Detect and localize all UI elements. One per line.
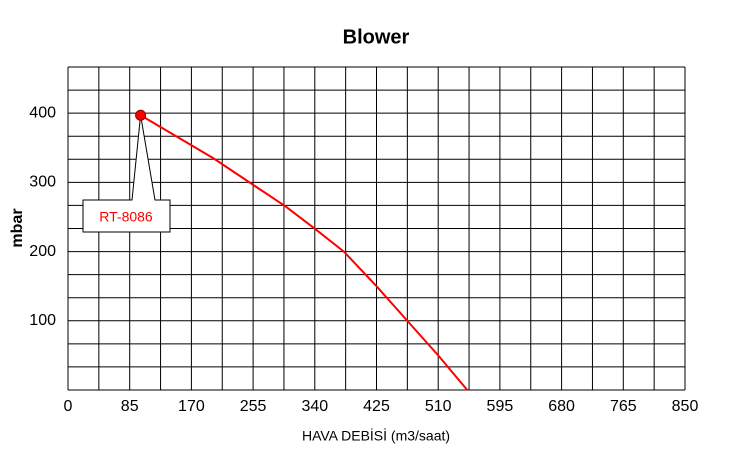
y-tick-label: 400 [29,104,56,121]
chart-title: Blower [343,26,410,48]
x-tick-label: 595 [487,398,514,415]
x-tick-label: 680 [548,398,575,415]
x-tick-label: 0 [64,398,73,415]
x-axis-label: HAVA DEBİSİ (m3/saat) [302,427,450,444]
y-tick-label: 100 [29,312,56,329]
x-tick-label: 340 [301,398,328,415]
series-line [140,114,469,391]
x-tick-label: 510 [425,398,452,415]
point [135,109,147,121]
x-tick-label: 170 [178,398,205,415]
annotation-box [82,115,171,233]
x-tick-label: 85 [121,398,139,415]
x-tick-label: 850 [672,398,699,415]
y-tick-label: 300 [29,174,56,191]
y-tick-label: 200 [29,243,56,260]
y-axis-label: mbar [9,208,26,247]
annotation-text: RT-8086 [99,209,153,225]
x-tick-label: 425 [363,398,390,415]
x-tick-label: 255 [240,398,267,415]
x-tick-label: 765 [610,398,637,415]
